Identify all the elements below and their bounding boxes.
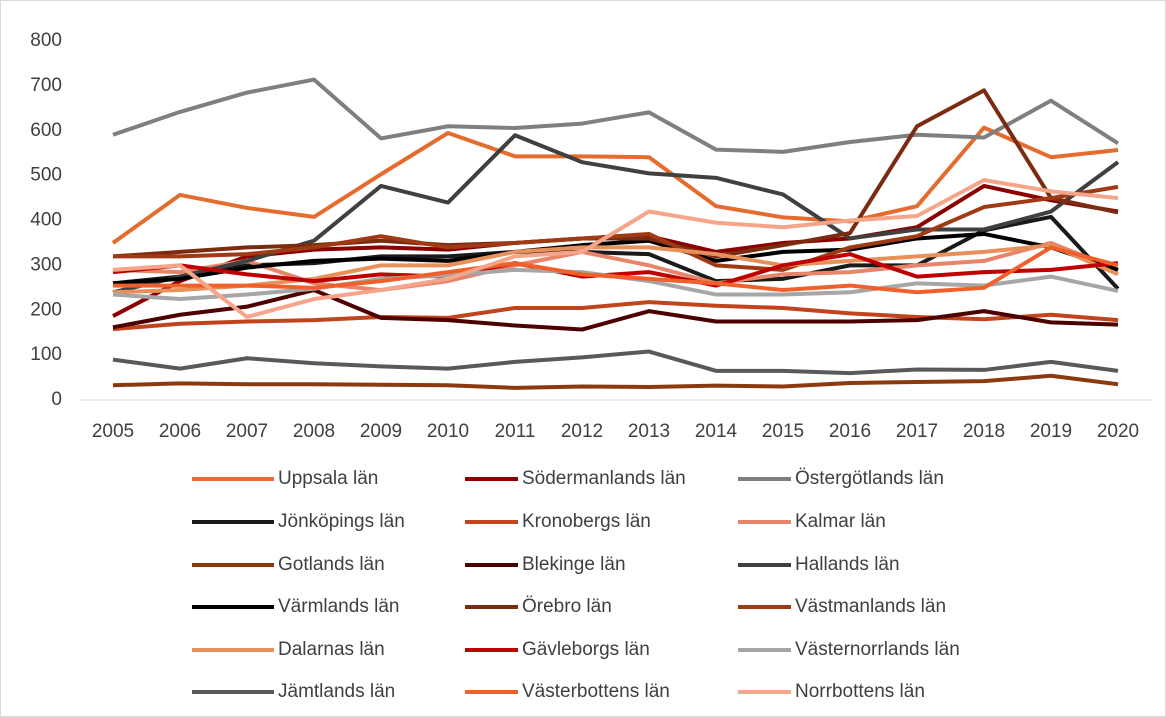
x-tick-label: 2015 bbox=[762, 421, 804, 442]
series-line bbox=[112, 231, 1119, 286]
y-tick-label: 0 bbox=[51, 389, 62, 410]
series-line bbox=[112, 373, 1119, 390]
legend-label: Dalarnas län bbox=[278, 639, 385, 660]
series-line bbox=[111, 125, 1119, 245]
legend-label: Jönköpings län bbox=[278, 511, 405, 532]
legend-label: Gävleborgs län bbox=[522, 639, 650, 660]
series-line bbox=[112, 349, 1119, 376]
y-tick-label: 400 bbox=[30, 210, 62, 231]
series-line bbox=[112, 252, 1119, 288]
x-tick-label: 2009 bbox=[360, 421, 402, 442]
x-tick-label: 2008 bbox=[293, 421, 335, 442]
y-tick-label: 200 bbox=[30, 299, 62, 320]
x-tick-label: 2012 bbox=[561, 421, 603, 442]
legend-label: Kronobergs län bbox=[522, 511, 651, 532]
x-tick-label: 2019 bbox=[1030, 421, 1072, 442]
x-tick-label: 2013 bbox=[628, 421, 670, 442]
legend-label: Hallands län bbox=[795, 554, 900, 575]
legend-label: Södermanlands län bbox=[522, 468, 686, 489]
x-tick-label: 2020 bbox=[1097, 421, 1139, 442]
series-line bbox=[112, 77, 1120, 154]
legend-label: Gotlands län bbox=[278, 554, 385, 575]
legend-label: Uppsala län bbox=[278, 468, 378, 489]
series-line bbox=[112, 243, 1119, 295]
series-line bbox=[113, 184, 1119, 272]
series-line bbox=[112, 88, 1119, 259]
series-line bbox=[113, 245, 1119, 295]
x-tick-label: 2014 bbox=[695, 421, 738, 442]
x-tick-label: 2011 bbox=[495, 421, 536, 442]
y-tick-label: 100 bbox=[30, 344, 62, 365]
legend-label: Västerbottens län bbox=[522, 681, 670, 702]
legend-label: Kalmar län bbox=[795, 511, 886, 532]
y-tick-label: 500 bbox=[30, 165, 62, 186]
x-tick-label: 2018 bbox=[963, 421, 1005, 442]
series-line bbox=[112, 288, 1119, 332]
series-line bbox=[112, 240, 1119, 293]
x-tick-label: 2005 bbox=[92, 421, 134, 442]
x-tick-label: 2006 bbox=[159, 421, 201, 442]
legend-label: Blekinge län bbox=[522, 554, 626, 575]
legend-label: Örebro län bbox=[522, 596, 612, 617]
x-tick-label: 2016 bbox=[829, 421, 871, 442]
legend-label: Värmlands län bbox=[278, 596, 399, 617]
y-tick-label: 300 bbox=[30, 254, 62, 275]
series-line bbox=[112, 300, 1119, 332]
y-tick-label: 800 bbox=[30, 30, 62, 51]
x-tick-label: 2017 bbox=[896, 421, 938, 442]
legend-label: Västmanlands län bbox=[795, 596, 946, 617]
legend-label: Norrbottens län bbox=[795, 681, 925, 702]
legend-label: Östergötlands län bbox=[795, 468, 944, 489]
x-tick-label: 2010 bbox=[427, 421, 469, 442]
x-tick-label: 2007 bbox=[226, 421, 268, 442]
legend-label: Västernorrlands län bbox=[795, 639, 960, 660]
legend-label: Jämtlands län bbox=[278, 681, 395, 702]
y-tick-label: 600 bbox=[30, 120, 62, 141]
y-tick-label: 700 bbox=[30, 75, 62, 96]
series-line bbox=[112, 178, 1119, 319]
